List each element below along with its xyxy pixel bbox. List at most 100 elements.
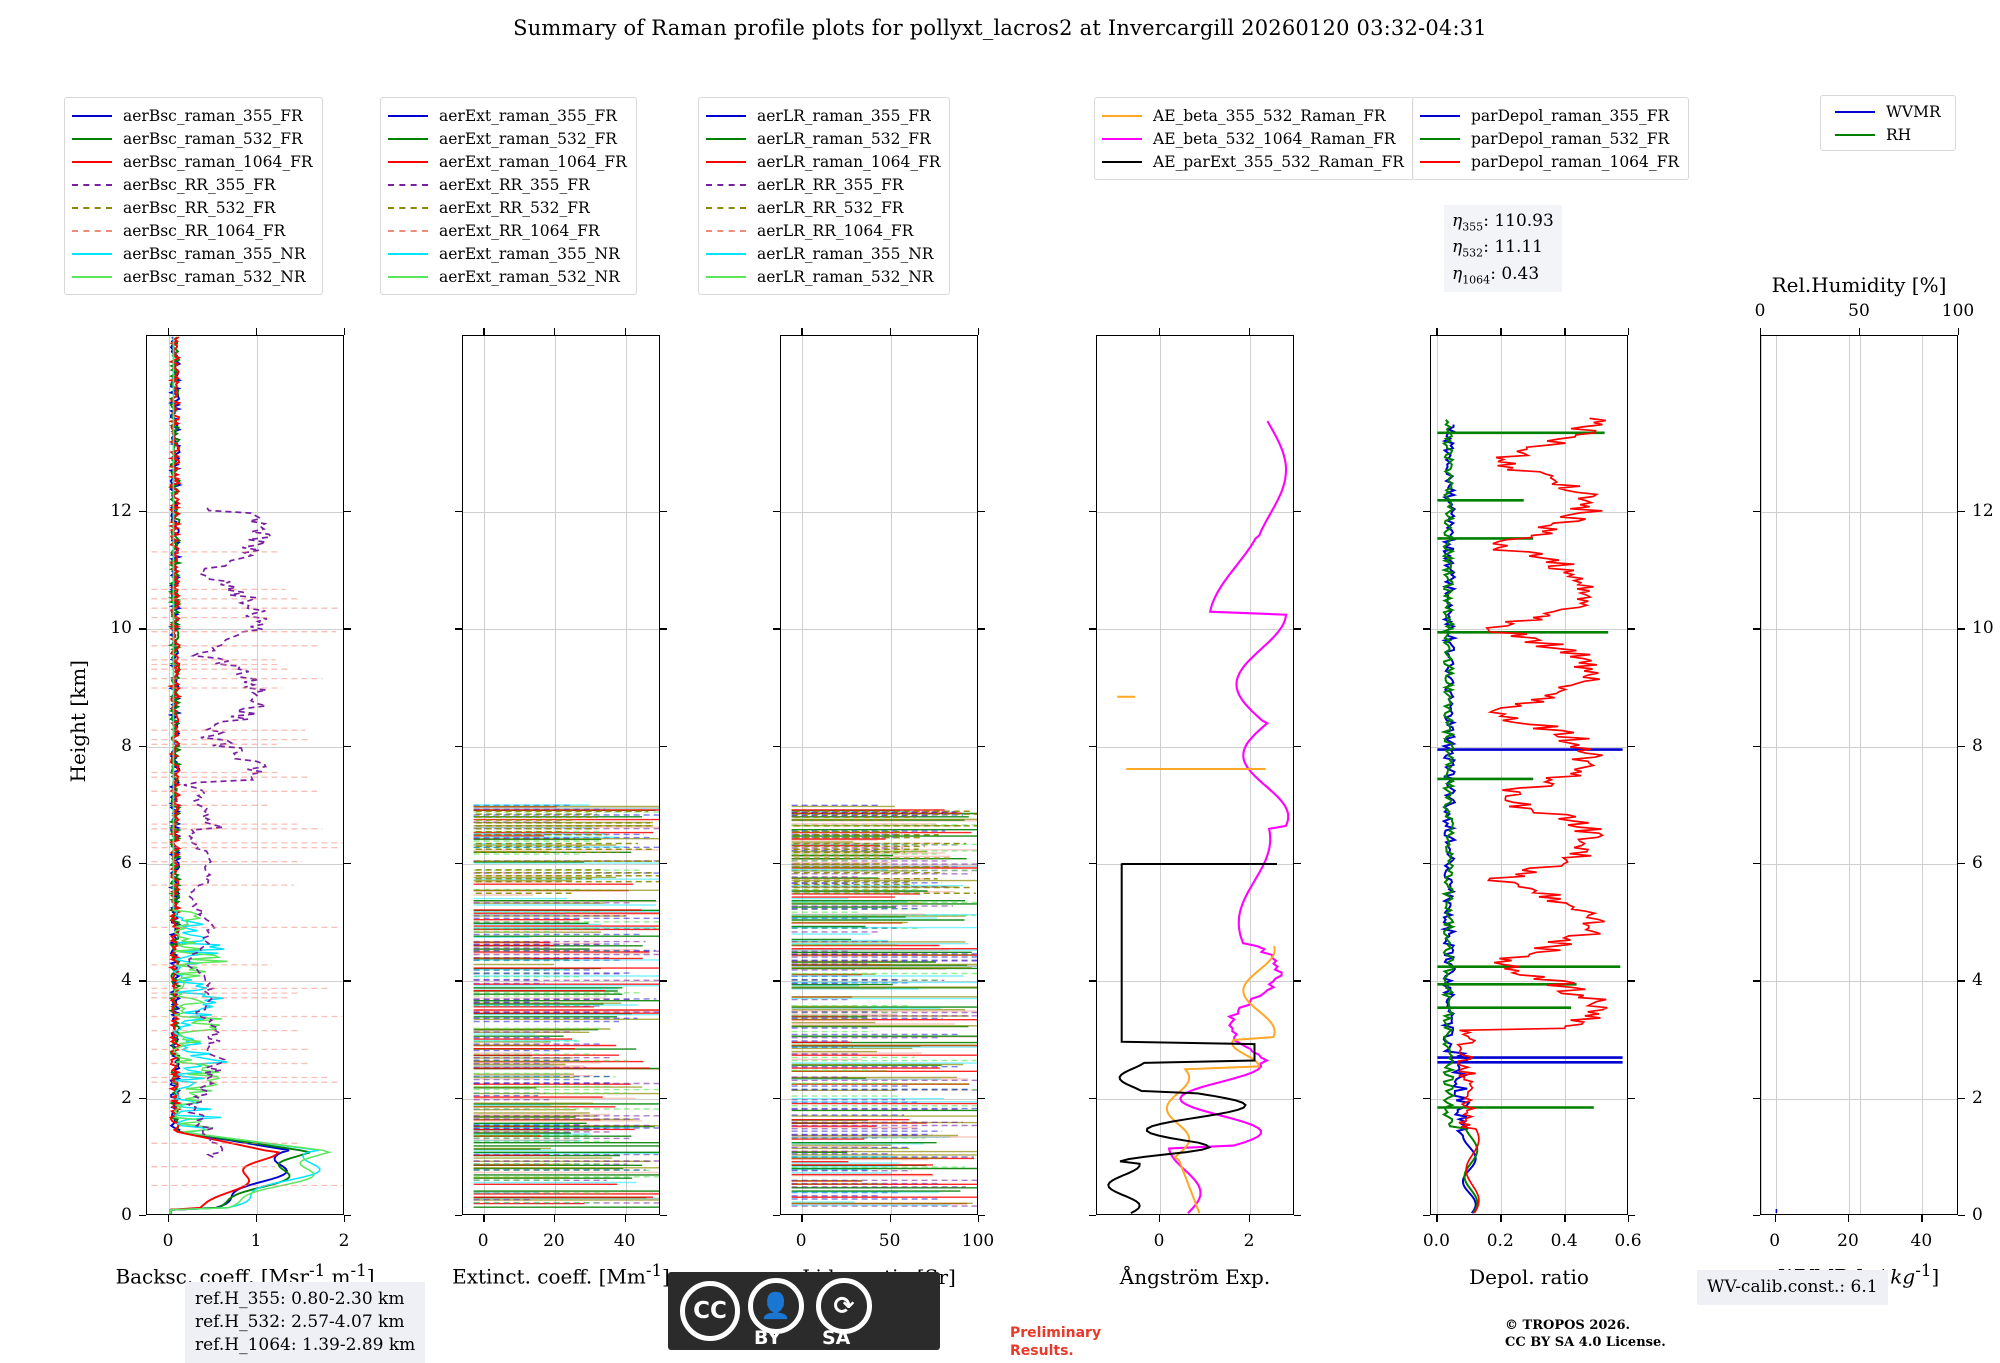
legend-swatch-icon	[388, 275, 428, 278]
y-tick	[139, 628, 146, 630]
y-tick	[139, 1215, 146, 1217]
y-tick-label: 10	[1972, 618, 1994, 639]
y-tick	[1628, 745, 1635, 748]
legend-item[interactable]: aerLR_RR_355_FR	[706, 173, 940, 196]
legend-item[interactable]: aerBsc_RR_355_FR	[72, 173, 313, 196]
legend-label: aerLR_RR_355_FR	[757, 175, 904, 194]
y-tick	[344, 1215, 351, 1217]
legend-item[interactable]: aerExt_raman_532_FR	[388, 127, 627, 150]
legend-label: aerBsc_RR_1064_FR	[123, 221, 286, 240]
y-tick-label: 6	[121, 853, 132, 873]
x-gridline	[1775, 336, 1777, 1214]
legend-item[interactable]: aerLR_raman_355_FR	[706, 104, 940, 127]
legend-item[interactable]: aerLR_raman_532_FR	[706, 127, 940, 150]
y-tick	[978, 980, 985, 982]
cc-sa-label: SA	[822, 1327, 851, 1349]
legend-label: AE_parExt_355_532_Raman_FR	[1153, 152, 1404, 171]
y-tick	[1089, 1097, 1096, 1100]
x-tick-label: 0.6	[1614, 1231, 1642, 1251]
y-gridline	[1761, 1098, 1957, 1100]
legend-swatch-icon	[72, 206, 112, 209]
legend-item[interactable]: parDepol_raman_355_FR	[1420, 104, 1679, 127]
legend-item[interactable]: WVMR	[1835, 100, 1941, 123]
data-series	[1440, 419, 1479, 1214]
y-tick	[1423, 511, 1430, 513]
plot-area-depolarization[interactable]	[1430, 335, 1628, 1215]
legend-item[interactable]: aerBsc_raman_1064_FR	[72, 150, 313, 173]
legend-item[interactable]: AE_beta_532_1064_Raman_FR	[1102, 127, 1404, 150]
y-tick	[1628, 863, 1635, 865]
legend-item[interactable]: aerBsc_RR_532_FR	[72, 196, 313, 219]
legend-item[interactable]: aerBsc_raman_532_NR	[72, 265, 313, 288]
y-tick	[344, 863, 351, 865]
y-gridline	[1097, 981, 1293, 983]
x-tick-top	[344, 328, 346, 335]
plot-area-extinction[interactable]	[462, 335, 660, 1215]
legend-item[interactable]: aerExt_RR_1064_FR	[388, 219, 627, 242]
legend-swatch-icon	[1420, 160, 1460, 163]
y-gridline	[781, 512, 977, 513]
legend-item[interactable]: aerBsc_RR_1064_FR	[72, 219, 313, 242]
legend-label: AE_beta_355_532_Raman_FR	[1153, 106, 1386, 125]
y-tick	[1294, 628, 1301, 630]
plot-area-wvmr-rh[interactable]	[1760, 335, 1958, 1215]
legend-item[interactable]: aerLR_RR_1064_FR	[706, 219, 940, 242]
legend-depolarization[interactable]: parDepol_raman_355_FR parDepol_raman_532_…	[1412, 97, 1690, 180]
legend-item[interactable]: AE_parExt_355_532_Raman_FR	[1102, 150, 1404, 173]
legend-item[interactable]: aerBsc_raman_355_FR	[72, 104, 313, 127]
plot-area-backscatter[interactable]	[146, 335, 344, 1215]
legend-item[interactable]: RH	[1835, 123, 1941, 146]
legend-swatch-icon	[72, 275, 112, 278]
plot-area-angstrom[interactable]	[1096, 335, 1294, 1215]
data-series	[1107, 863, 1256, 1214]
reference-height-box: ref.H_355: 0.80-2.30 km ref.H_532: 2.57-…	[185, 1282, 426, 1363]
legend-item[interactable]: parDepol_raman_532_FR	[1420, 127, 1679, 150]
legend-swatch-icon	[388, 137, 428, 140]
legend-angstrom[interactable]: AE_beta_355_532_Raman_FR AE_beta_532_1064…	[1094, 97, 1414, 180]
legend-item[interactable]: aerExt_raman_1064_FR	[388, 150, 627, 173]
legend-item[interactable]: AE_beta_355_532_Raman_FR	[1102, 104, 1404, 127]
legend-lidar-ratio[interactable]: aerLR_raman_355_FR aerLR_raman_532_FR aerL…	[698, 97, 951, 295]
x-gridline	[1160, 336, 1161, 1214]
y-tick-label: 0	[121, 1205, 132, 1225]
x-tick-label: 0	[162, 1231, 174, 1251]
legend-item[interactable]: parDepol_raman_1064_FR	[1420, 150, 1679, 173]
legend-item[interactable]: aerExt_raman_355_NR	[388, 242, 627, 265]
y-tick-label: 6	[1972, 853, 1983, 873]
legend-item[interactable]: aerExt_raman_355_FR	[388, 104, 627, 127]
legend-item[interactable]: aerLR_raman_1064_FR	[706, 150, 940, 173]
y-tick	[773, 628, 780, 630]
legend-label: aerExt_raman_1064_FR	[439, 152, 627, 171]
cc-icon: CC	[680, 1281, 740, 1341]
eta-532: η532: 11.11	[1452, 237, 1543, 260]
x-gridline	[169, 336, 170, 1214]
y-tick-label: 4	[121, 970, 132, 991]
legend-swatch-icon	[72, 229, 112, 232]
y-tick	[978, 1097, 985, 1100]
legend-wvmr-rh[interactable]: WVMR RH	[1820, 95, 1956, 151]
legend-item[interactable]: aerLR_raman_532_NR	[706, 265, 940, 288]
legend-item[interactable]: aerLR_raman_355_NR	[706, 242, 940, 265]
legend-label: AE_beta_532_1064_Raman_FR	[1153, 129, 1396, 148]
legend-item[interactable]: aerLR_RR_532_FR	[706, 196, 940, 219]
legend-item[interactable]: aerBsc_raman_355_NR	[72, 242, 313, 265]
legend-item[interactable]: aerExt_RR_355_FR	[388, 173, 627, 196]
x-tick-top	[553, 328, 556, 335]
x-tick	[801, 1215, 803, 1222]
legend-label: aerBsc_raman_532_FR	[123, 129, 303, 148]
plot-area-lidar-ratio[interactable]	[780, 335, 978, 1215]
x-tick-label-top: 50	[1848, 301, 1870, 321]
y-gridline	[1761, 512, 1957, 513]
legend-label: aerExt_RR_1064_FR	[439, 221, 600, 240]
x-tick-label: 20	[543, 1231, 565, 1251]
legend-item[interactable]: aerExt_RR_532_FR	[388, 196, 627, 219]
legend-swatch-icon	[388, 206, 428, 209]
y-tick	[1294, 745, 1301, 748]
y-tick	[1423, 863, 1430, 865]
legend-item[interactable]: aerBsc_raman_532_FR	[72, 127, 313, 150]
y-gridline	[1761, 629, 1957, 631]
legend-item[interactable]: aerExt_raman_532_NR	[388, 265, 627, 288]
y-tick	[139, 1097, 146, 1100]
